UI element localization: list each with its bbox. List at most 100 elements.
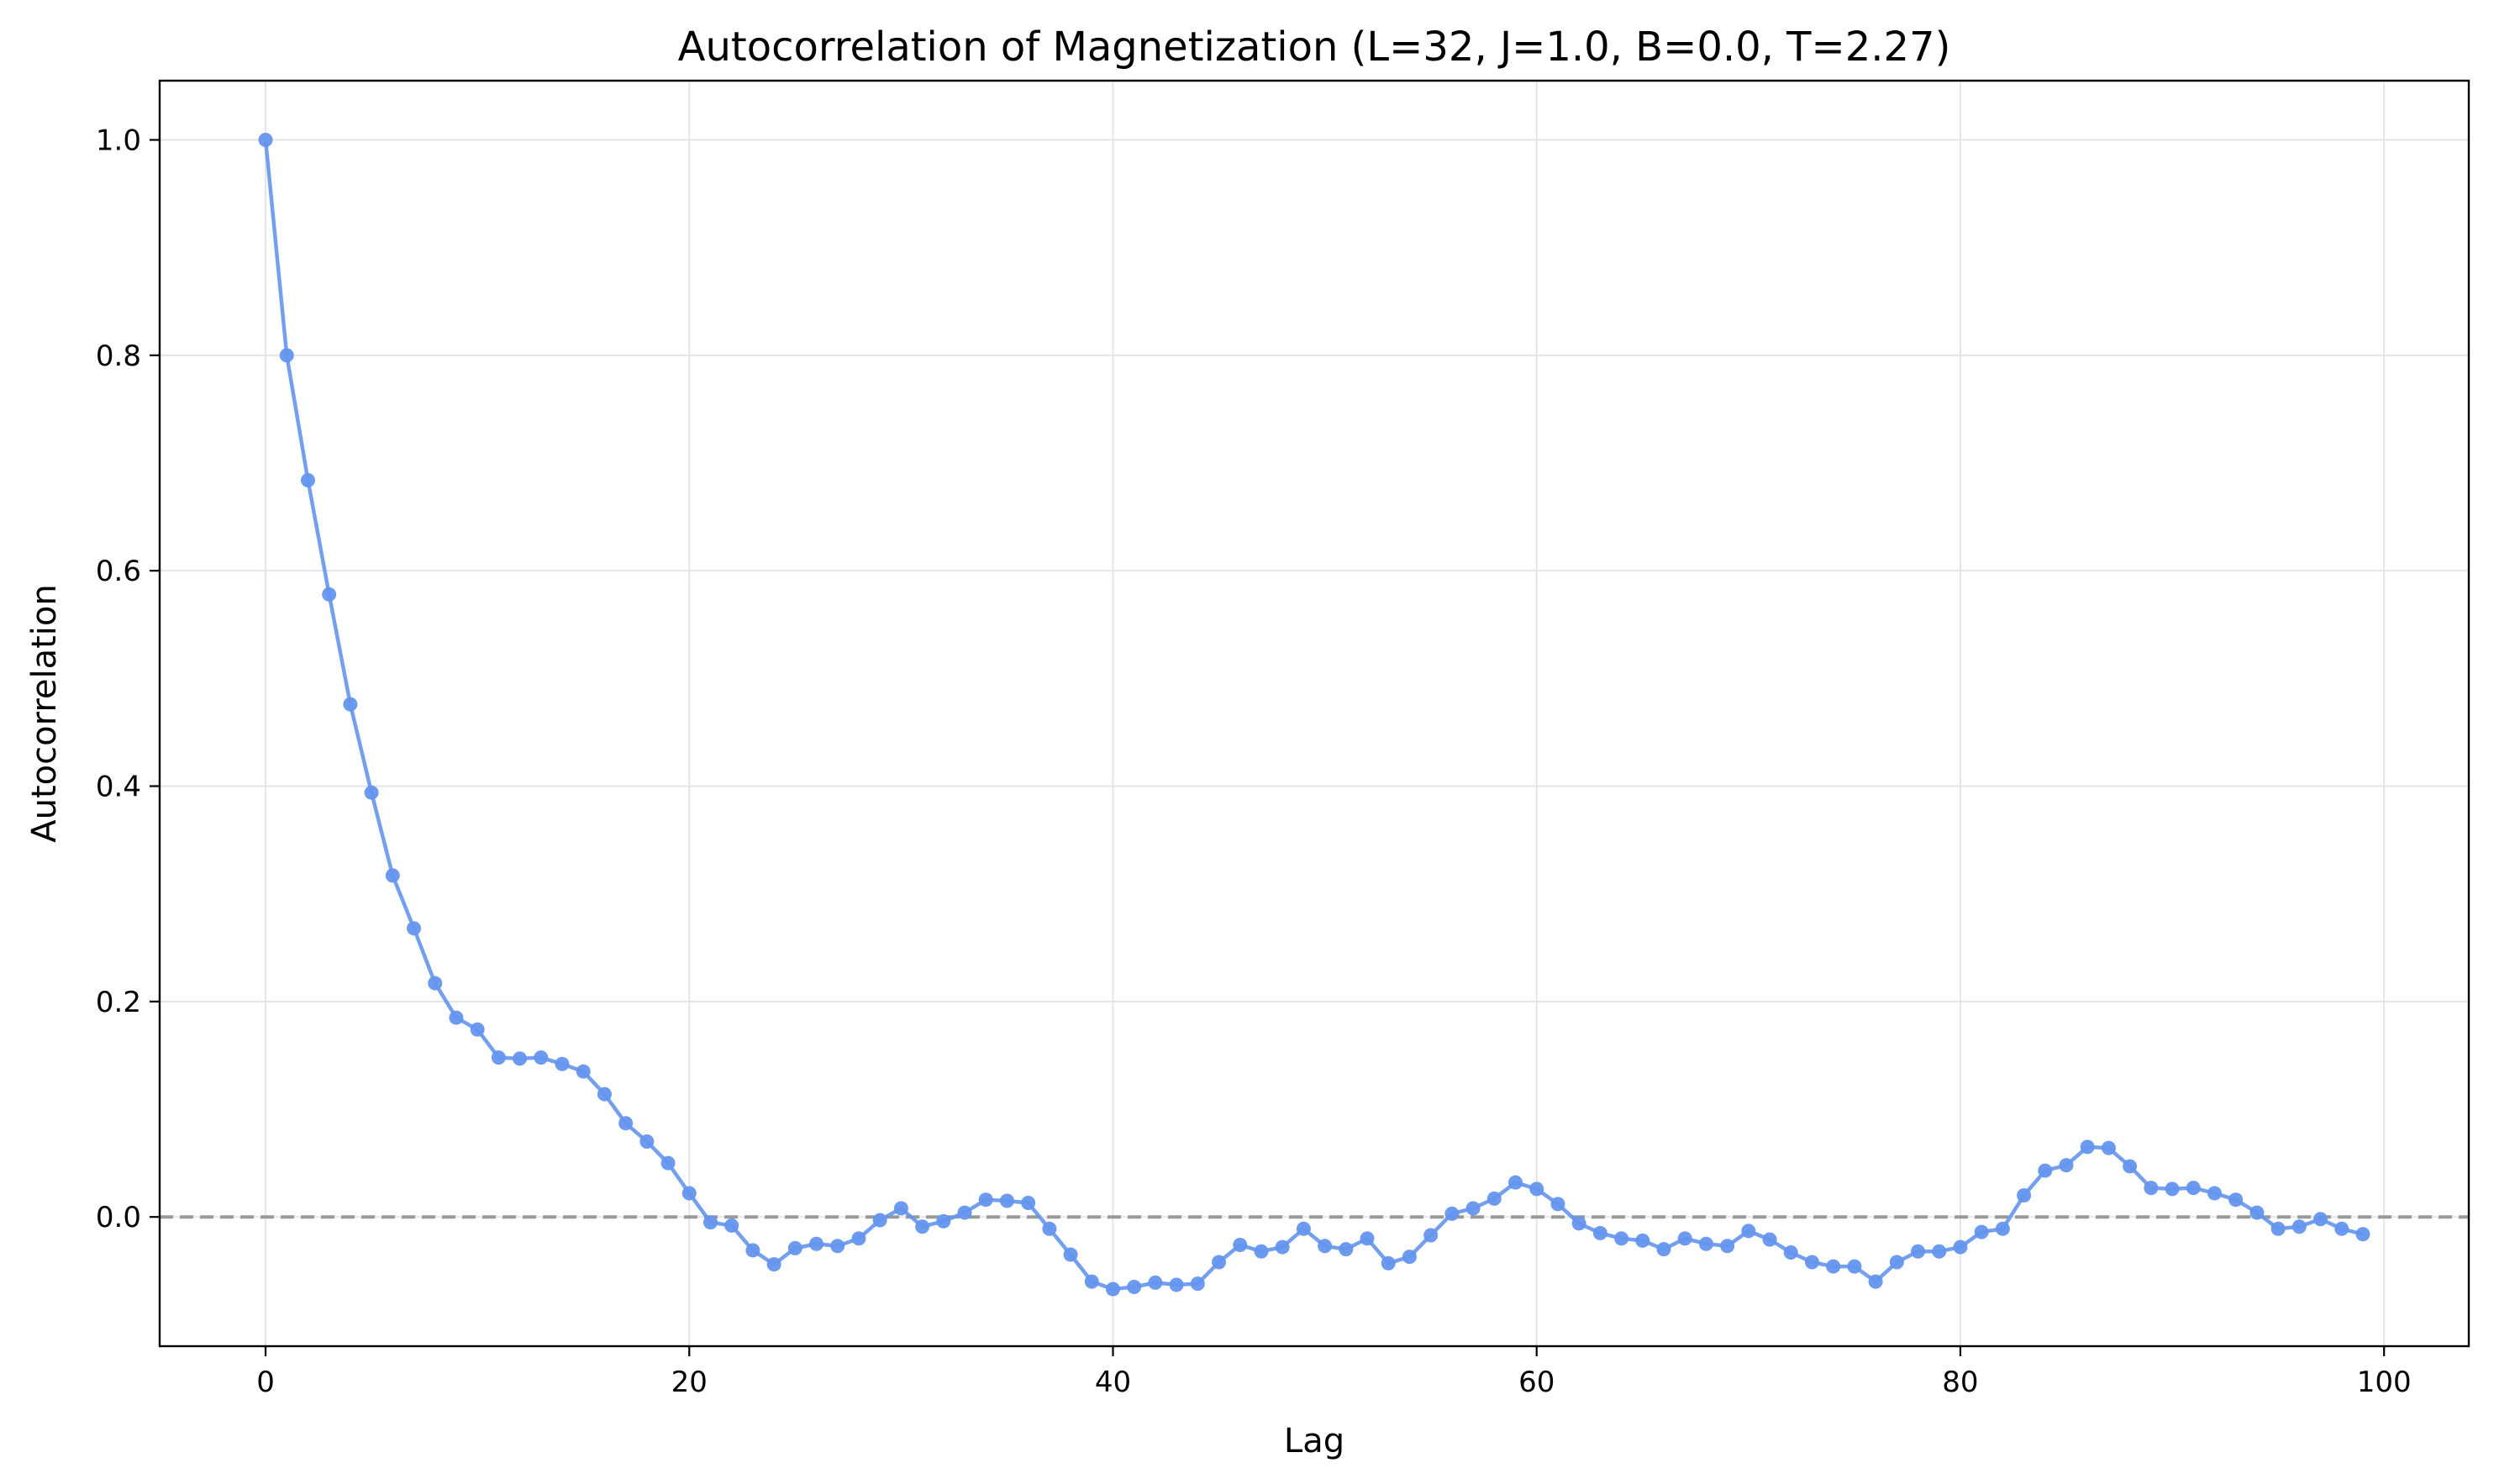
data-point <box>957 1205 972 1220</box>
data-point <box>1105 1281 1120 1297</box>
data-point <box>428 976 443 991</box>
data-point <box>787 1240 802 1255</box>
data-point <box>1677 1231 1692 1246</box>
data-point <box>449 1010 464 1025</box>
data-point <box>1127 1280 1142 1295</box>
data-point <box>2313 1212 2328 1227</box>
data-point <box>1932 1244 1947 1259</box>
data-point <box>681 1186 697 1201</box>
data-point <box>2355 1227 2370 1242</box>
data-point <box>1381 1255 1396 1271</box>
data-point <box>1360 1231 1375 1246</box>
data-point <box>364 785 379 800</box>
data-point <box>915 1219 930 1234</box>
data-point <box>851 1231 866 1246</box>
y-tick-label: 0.0 <box>96 1201 141 1234</box>
data-point <box>1911 1244 1926 1259</box>
data-point <box>534 1050 549 1066</box>
plot-frame <box>158 79 2470 1348</box>
data-point <box>343 697 358 712</box>
data-point <box>1635 1233 1650 1248</box>
data-point <box>258 132 273 147</box>
data-point <box>555 1056 570 1071</box>
data-point <box>702 1215 718 1230</box>
data-point <box>2270 1221 2286 1236</box>
data-point <box>2334 1221 2349 1236</box>
data-point <box>1423 1228 1439 1243</box>
data-point <box>1868 1274 1883 1289</box>
x-axis-label: Lag <box>1284 1422 1344 1460</box>
data-point <box>618 1116 634 1131</box>
data-point <box>322 587 337 602</box>
x-tick-label: 0 <box>256 1366 275 1399</box>
data-point <box>1318 1239 1333 1254</box>
data-point <box>491 1050 506 1066</box>
data-point <box>1656 1242 1671 1257</box>
data-point <box>597 1087 612 1102</box>
data-point <box>1190 1276 1205 1292</box>
data-point <box>300 473 315 488</box>
data-point <box>2059 1158 2074 1173</box>
data-point <box>279 348 294 363</box>
y-axis: 0.0 0.2 0.4 0.6 0.8 1.0 <box>96 124 160 1234</box>
data-point <box>2207 1186 2222 1201</box>
data-point <box>1212 1255 1227 1270</box>
data-point <box>2144 1181 2159 1196</box>
x-axis: 0 20 40 60 80 100 <box>256 1346 2412 1399</box>
data-point <box>2228 1192 2244 1208</box>
data-point <box>1169 1277 1184 1292</box>
data-point <box>1974 1224 1989 1239</box>
data-point <box>1720 1239 1735 1254</box>
data-point <box>830 1239 845 1254</box>
data-point <box>2101 1140 2116 1155</box>
data-point <box>1889 1255 1904 1270</box>
data-point <box>1465 1201 1481 1216</box>
data-point <box>1254 1244 1269 1259</box>
data-point <box>766 1257 781 1272</box>
data-point <box>1529 1181 1544 1197</box>
data-point <box>1762 1232 1777 1247</box>
data-point <box>1296 1221 1311 1236</box>
data-point <box>724 1218 739 1233</box>
data-point <box>2291 1219 2307 1234</box>
data-point <box>1783 1245 1798 1260</box>
y-tick-label: 0.8 <box>96 339 141 373</box>
data-point <box>1063 1247 1078 1262</box>
x-tick-label: 20 <box>671 1366 708 1399</box>
data-point <box>470 1022 485 1037</box>
series-line <box>263 139 2364 1292</box>
data-point <box>2017 1188 2032 1203</box>
y-tick-label: 0.2 <box>96 986 141 1019</box>
y-tick-label: 0.4 <box>96 771 141 804</box>
data-point <box>893 1201 908 1216</box>
x-tick-label: 40 <box>1095 1366 1131 1399</box>
data-point <box>660 1155 676 1171</box>
y-axis-label: Autocorrelation <box>25 584 64 843</box>
data-point <box>1571 1216 1586 1231</box>
data-point <box>745 1243 760 1258</box>
data-point <box>1444 1206 1460 1221</box>
data-point <box>1148 1275 1163 1290</box>
data-point <box>1847 1259 1862 1274</box>
data-point <box>1486 1191 1502 1206</box>
y-tick-label: 0.6 <box>96 555 141 588</box>
data-point <box>2165 1181 2180 1197</box>
data-point <box>1275 1239 1290 1255</box>
data-point <box>1042 1221 1057 1236</box>
data-point <box>872 1213 887 1228</box>
data-point <box>1339 1242 1354 1257</box>
data-point <box>1550 1197 1565 1212</box>
x-tick-label: 60 <box>1518 1366 1555 1399</box>
data-point <box>936 1213 951 1229</box>
data-point <box>576 1064 591 1079</box>
data-point <box>513 1051 528 1066</box>
y-tick-label: 1.0 <box>96 124 141 157</box>
data-point <box>2249 1205 2265 1220</box>
data-point <box>1614 1231 1629 1246</box>
data-point <box>1698 1236 1713 1251</box>
data-point <box>639 1134 655 1149</box>
series-layer <box>258 132 2370 1297</box>
data-point <box>999 1193 1014 1208</box>
